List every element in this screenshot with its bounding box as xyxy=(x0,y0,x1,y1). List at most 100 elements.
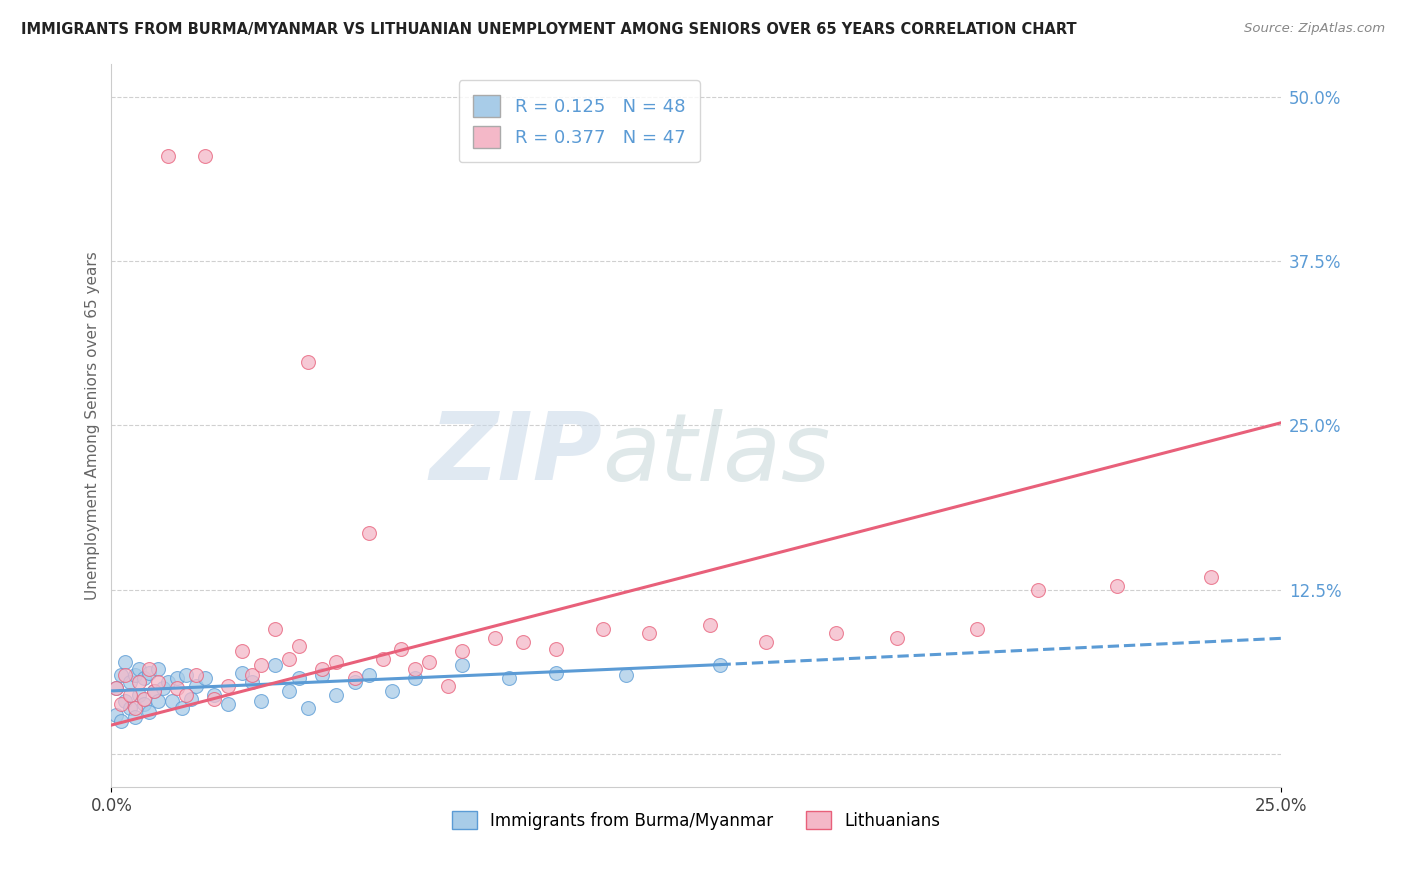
Point xyxy=(451,644,474,658)
Point xyxy=(297,355,319,369)
Text: ZIP: ZIP xyxy=(430,409,603,500)
Point xyxy=(437,679,460,693)
Point xyxy=(966,622,988,636)
Point xyxy=(451,657,474,672)
Point xyxy=(484,632,506,646)
Point xyxy=(142,684,165,698)
Point xyxy=(120,701,142,715)
Point xyxy=(250,657,273,672)
Point xyxy=(614,668,637,682)
Point xyxy=(381,684,404,698)
Point xyxy=(134,691,156,706)
Point xyxy=(1026,582,1049,597)
Point xyxy=(114,655,136,669)
Point xyxy=(170,701,193,715)
Text: IMMIGRANTS FROM BURMA/MYANMAR VS LITHUANIAN UNEMPLOYMENT AMONG SENIORS OVER 65 Y: IMMIGRANTS FROM BURMA/MYANMAR VS LITHUAN… xyxy=(21,22,1077,37)
Text: Source: ZipAtlas.com: Source: ZipAtlas.com xyxy=(1244,22,1385,36)
Point xyxy=(124,701,146,715)
Point xyxy=(105,707,128,722)
Point xyxy=(231,665,253,680)
Point xyxy=(391,641,413,656)
Y-axis label: Unemployment Among Seniors over 65 years: Unemployment Among Seniors over 65 years xyxy=(86,251,100,599)
Point xyxy=(134,671,156,685)
Point xyxy=(278,652,301,666)
Point xyxy=(180,691,202,706)
Point xyxy=(544,641,567,656)
Point xyxy=(240,674,263,689)
Text: atlas: atlas xyxy=(603,409,831,500)
Point xyxy=(152,681,174,696)
Point xyxy=(110,668,132,682)
Point xyxy=(138,705,160,719)
Point xyxy=(148,694,170,708)
Point xyxy=(240,668,263,682)
Point xyxy=(287,639,309,653)
Point xyxy=(297,701,319,715)
Point xyxy=(128,662,150,676)
Point xyxy=(128,688,150,702)
Point xyxy=(138,662,160,676)
Point xyxy=(128,674,150,689)
Point xyxy=(886,632,908,646)
Point xyxy=(371,652,394,666)
Point xyxy=(110,697,132,711)
Point xyxy=(105,681,128,696)
Point xyxy=(194,671,217,685)
Point xyxy=(184,668,207,682)
Point xyxy=(105,681,128,696)
Point xyxy=(156,674,179,689)
Point xyxy=(592,622,614,636)
Point xyxy=(174,688,197,702)
Point xyxy=(311,668,333,682)
Point xyxy=(114,694,136,708)
Point xyxy=(148,662,170,676)
Point xyxy=(166,671,188,685)
Point xyxy=(202,691,225,706)
Point xyxy=(110,714,132,728)
Point xyxy=(825,626,848,640)
Point xyxy=(217,679,239,693)
Point xyxy=(357,668,380,682)
Point xyxy=(343,671,366,685)
Point xyxy=(311,662,333,676)
Point xyxy=(264,622,287,636)
Point xyxy=(160,694,183,708)
Point xyxy=(217,697,239,711)
Point xyxy=(709,657,731,672)
Point xyxy=(194,149,217,163)
Point xyxy=(124,668,146,682)
Point xyxy=(278,684,301,698)
Point xyxy=(498,671,520,685)
Point xyxy=(264,657,287,672)
Point xyxy=(174,668,197,682)
Point xyxy=(202,688,225,702)
Point xyxy=(138,665,160,680)
Point xyxy=(1199,569,1222,583)
Point xyxy=(134,697,156,711)
Point xyxy=(120,688,142,702)
Point xyxy=(142,684,165,698)
Point xyxy=(325,655,347,669)
Point xyxy=(755,635,778,649)
Point xyxy=(250,694,273,708)
Point xyxy=(148,674,170,689)
Point xyxy=(343,674,366,689)
Point xyxy=(418,655,440,669)
Point xyxy=(512,635,534,649)
Point xyxy=(638,626,661,640)
Point xyxy=(325,688,347,702)
Point xyxy=(184,679,207,693)
Point xyxy=(166,681,188,696)
Point xyxy=(231,644,253,658)
Point xyxy=(124,710,146,724)
Point xyxy=(699,618,721,632)
Point xyxy=(404,671,426,685)
Point xyxy=(120,674,142,689)
Point xyxy=(156,149,179,163)
Legend: R = 0.125   N = 48, R = 0.377   N = 47: R = 0.125 N = 48, R = 0.377 N = 47 xyxy=(458,80,700,162)
Point xyxy=(357,526,380,541)
Point xyxy=(544,665,567,680)
Point xyxy=(114,668,136,682)
Point xyxy=(1107,579,1129,593)
Point xyxy=(404,662,426,676)
